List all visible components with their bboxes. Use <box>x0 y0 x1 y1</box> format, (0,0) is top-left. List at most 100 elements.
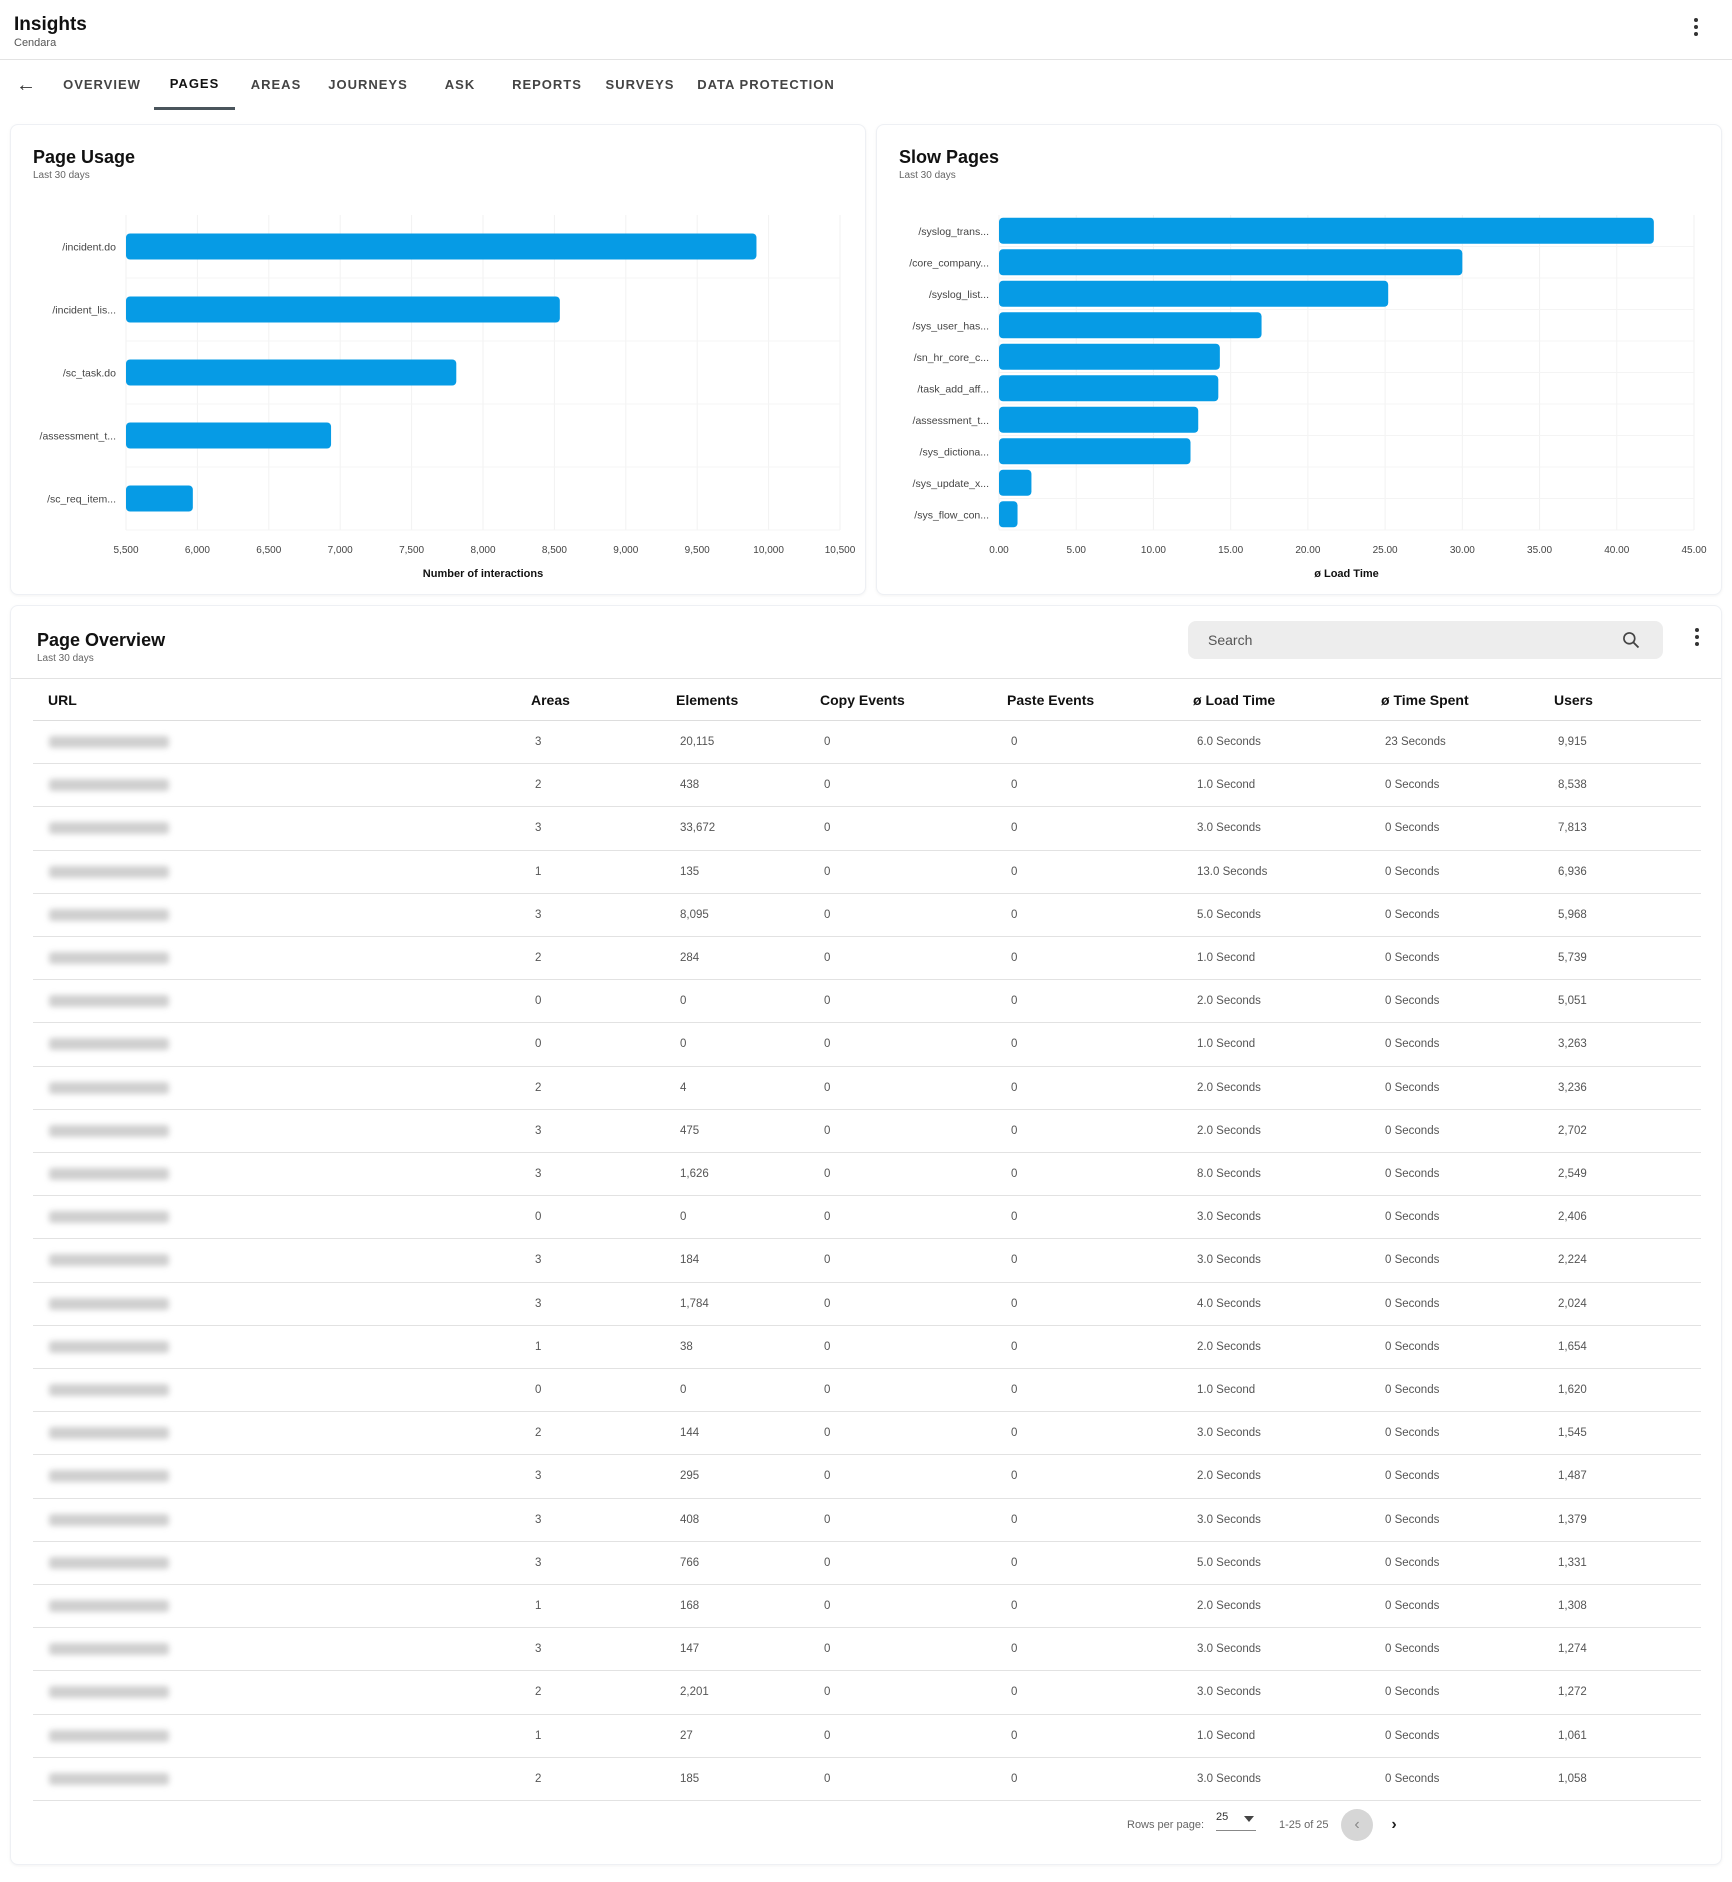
table-row[interactable]: 3 147 0 0 3.0 Seconds 0 Seconds 1,274 <box>33 1628 1701 1672</box>
url-cell-redacted[interactable] <box>49 736 169 749</box>
table-options-icon[interactable] <box>1695 628 1699 646</box>
table-row[interactable]: 1 135 0 0 13.0 Seconds 0 Seconds 6,936 <box>33 851 1701 894</box>
url-cell-redacted[interactable] <box>49 1124 169 1137</box>
tab-surveys[interactable]: SURVEYS <box>605 77 675 92</box>
table-cell: 33,672 <box>680 822 716 835</box>
column-header[interactable]: URL <box>48 691 77 708</box>
table-cell: 1.0 Second <box>1197 1038 1256 1051</box>
x-tick-label: 5,500 <box>113 545 138 556</box>
url-cell-redacted[interactable] <box>49 822 169 835</box>
column-header[interactable]: Elements <box>676 691 739 708</box>
url-cell-redacted[interactable] <box>49 1384 169 1397</box>
back-arrow-icon[interactable]: ← <box>16 74 36 96</box>
more-options-icon[interactable] <box>1694 18 1698 36</box>
table-row[interactable]: 0 0 0 0 3.0 Seconds 0 Seconds 2,406 <box>33 1196 1701 1240</box>
table-row[interactable]: 0 0 0 0 1.0 Second 0 Seconds 1,620 <box>33 1369 1701 1413</box>
url-cell-redacted[interactable] <box>49 1729 169 1742</box>
column-header[interactable]: Paste Events <box>1007 691 1095 708</box>
rows-per-page-select[interactable]: 25 <box>1216 1811 1256 1831</box>
url-cell-redacted[interactable] <box>49 1600 169 1613</box>
url-cell-redacted[interactable] <box>49 1168 169 1181</box>
table-cell: 0 <box>1011 908 1018 921</box>
table-cell: 2 <box>535 1081 542 1094</box>
url-cell-redacted[interactable] <box>49 1254 169 1267</box>
table-cell: 0 <box>1011 1124 1018 1137</box>
column-header[interactable]: Users <box>1554 691 1593 708</box>
table-cell: 0 Seconds <box>1385 1729 1440 1742</box>
search-input[interactable] <box>1208 621 1608 659</box>
table-cell: 0 Seconds <box>1385 1211 1440 1224</box>
table-row[interactable]: 3 295 0 0 2.0 Seconds 0 Seconds 1,487 <box>33 1455 1701 1499</box>
chart-subtitle: Last 30 days <box>33 170 90 181</box>
column-header[interactable]: ø Load Time <box>1193 691 1276 708</box>
table-row[interactable]: 2 284 0 0 1.0 Second 0 Seconds 5,739 <box>33 937 1701 981</box>
url-cell-redacted[interactable] <box>49 1643 169 1656</box>
url-cell-redacted[interactable] <box>49 1427 169 1440</box>
search-icon[interactable] <box>1621 630 1641 650</box>
tab-data-protection[interactable]: DATA PROTECTION <box>697 77 835 92</box>
table-row[interactable]: 2 4 0 0 2.0 Seconds 0 Seconds 3,236 <box>33 1067 1701 1110</box>
table-row[interactable]: 0 0 0 0 1.0 Second 0 Seconds 3,263 <box>33 1023 1701 1067</box>
tab-ask[interactable]: ASK <box>444 77 476 92</box>
url-cell-redacted[interactable] <box>49 1556 169 1569</box>
table-row[interactable]: 3 33,672 0 0 3.0 Seconds 0 Seconds 7,813 <box>33 807 1701 851</box>
table-row[interactable]: 2 438 0 0 1.0 Second 0 Seconds 8,538 <box>33 764 1701 808</box>
url-cell-redacted[interactable] <box>49 779 169 792</box>
table-row[interactable]: 1 168 0 0 2.0 Seconds 0 Seconds 1,308 <box>33 1585 1701 1629</box>
table-cell: 0 <box>824 1600 831 1613</box>
tab-journeys[interactable]: JOURNEYS <box>328 77 408 92</box>
tab-overview[interactable]: OVERVIEW <box>63 77 141 92</box>
url-cell-redacted[interactable] <box>49 1081 169 1094</box>
table-row[interactable]: 3 475 0 0 2.0 Seconds 0 Seconds 2,702 <box>33 1110 1701 1153</box>
table-row[interactable]: 2 144 0 0 3.0 Seconds 0 Seconds 1,545 <box>33 1412 1701 1456</box>
table-row[interactable]: 1 38 0 0 2.0 Seconds 0 Seconds 1,654 <box>33 1326 1701 1369</box>
url-cell-redacted[interactable] <box>49 1513 169 1526</box>
column-header[interactable]: Areas <box>531 691 570 708</box>
table-cell: 0 <box>1011 1081 1018 1094</box>
table-row[interactable]: 3 8,095 0 0 5.0 Seconds 0 Seconds 5,968 <box>33 894 1701 937</box>
table-cell: 0 <box>1011 1427 1018 1440</box>
table-cell: 8,538 <box>1558 779 1587 792</box>
bar <box>126 359 457 386</box>
url-cell-redacted[interactable] <box>49 952 169 965</box>
table-cell: 2,406 <box>1558 1211 1587 1224</box>
table-cell: 3.0 Seconds <box>1197 1772 1261 1785</box>
y-category-label: /syslog_list... <box>929 289 989 301</box>
table-row[interactable]: 2 185 0 0 3.0 Seconds 0 Seconds 1,058 <box>33 1758 1701 1801</box>
url-cell-redacted[interactable] <box>49 1470 169 1483</box>
url-cell-redacted[interactable] <box>49 1772 169 1785</box>
url-cell-redacted[interactable] <box>49 1211 169 1224</box>
tab-reports[interactable]: REPORTS <box>512 77 582 92</box>
tab-pages[interactable]: PAGES <box>154 60 235 110</box>
table-cell: 3.0 Seconds <box>1197 1211 1261 1224</box>
url-cell-redacted[interactable] <box>49 865 169 878</box>
table-cell: 0 Seconds <box>1385 822 1440 835</box>
url-cell-redacted[interactable] <box>49 1340 169 1353</box>
url-cell-redacted[interactable] <box>49 1038 169 1051</box>
previous-page-button[interactable]: ‹ <box>1341 1809 1373 1841</box>
bar <box>126 233 757 260</box>
table-row[interactable]: 1 27 0 0 1.0 Second 0 Seconds 1,061 <box>33 1715 1701 1758</box>
tab-areas[interactable]: AREAS <box>250 77 302 92</box>
table-row[interactable]: 3 1,626 0 0 8.0 Seconds 0 Seconds 2,549 <box>33 1153 1701 1197</box>
table-row[interactable]: 3 20,115 0 0 6.0 Seconds 23 Seconds 9,915 <box>33 721 1701 765</box>
column-header[interactable]: Copy Events <box>820 691 905 708</box>
url-cell-redacted[interactable] <box>49 908 169 921</box>
url-cell-redacted[interactable] <box>49 1297 169 1310</box>
table-cell: 0 <box>680 995 687 1008</box>
url-cell-redacted[interactable] <box>49 995 169 1008</box>
column-header[interactable]: ø Time Spent <box>1381 691 1469 708</box>
table-cell: 0 <box>824 1643 831 1656</box>
y-category-label: /sn_hr_core_c... <box>914 352 989 364</box>
table-cell: 0 <box>1011 1254 1018 1267</box>
table-cell: 2 <box>535 1427 542 1440</box>
table-row[interactable]: 3 408 0 0 3.0 Seconds 0 Seconds 1,379 <box>33 1499 1701 1542</box>
url-cell-redacted[interactable] <box>49 1686 169 1699</box>
table-row[interactable]: 3 766 0 0 5.0 Seconds 0 Seconds 1,331 <box>33 1542 1701 1585</box>
table-row[interactable]: 2 2,201 0 0 3.0 Seconds 0 Seconds 1,272 <box>33 1671 1701 1715</box>
x-tick-label: 10,000 <box>753 545 784 556</box>
next-page-button[interactable]: › <box>1391 1816 1397 1833</box>
table-row[interactable]: 3 184 0 0 3.0 Seconds 0 Seconds 2,224 <box>33 1239 1701 1283</box>
table-row[interactable]: 3 1,784 0 0 4.0 Seconds 0 Seconds 2,024 <box>33 1283 1701 1326</box>
table-row[interactable]: 0 0 0 0 2.0 Seconds 0 Seconds 5,051 <box>33 980 1701 1024</box>
